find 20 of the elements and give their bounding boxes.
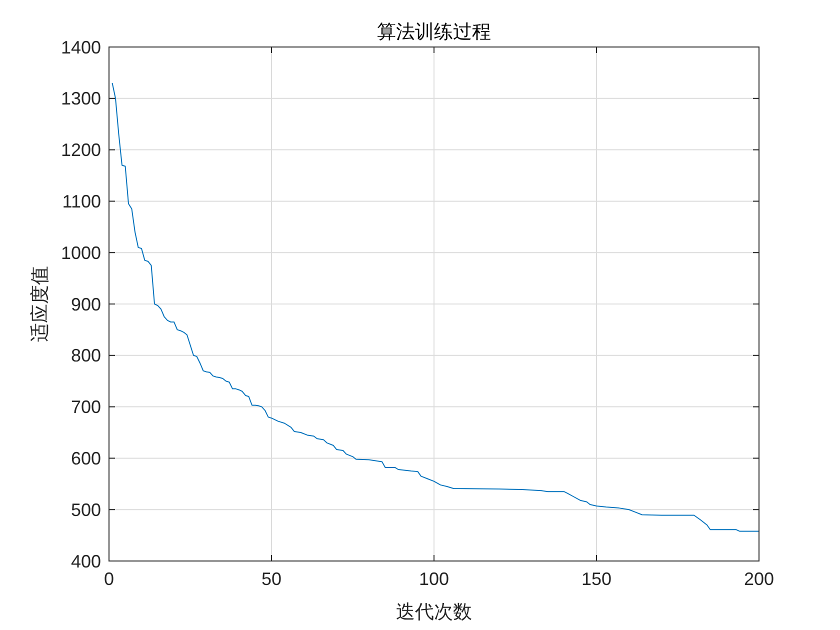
y-tick-label: 1100	[62, 192, 101, 212]
y-tick-label: 800	[70, 346, 101, 366]
y-tick-label: 1300	[60, 88, 101, 109]
y-axis-title: 适应度值	[29, 266, 51, 342]
y-tick-label: 900	[70, 294, 101, 314]
x-tick-label: 200	[744, 569, 774, 589]
y-tick-label: 1400	[60, 37, 101, 58]
line-series	[112, 82, 760, 532]
y-tick-label: 1200	[60, 140, 101, 160]
y-tick-label: 700	[70, 397, 101, 418]
y-tick-label: 400	[70, 551, 101, 572]
x-tick-label: 50	[261, 569, 282, 589]
chart-title: 算法训练过程	[377, 22, 491, 43]
x-tick-label: 100	[418, 569, 450, 589]
x-tick-label: 0	[104, 569, 114, 589]
y-tick-label: 600	[70, 448, 101, 468]
y-tick-label: 500	[70, 500, 101, 520]
x-axis-title: 迭代次数	[396, 602, 472, 623]
y-tick-label: 1000	[60, 242, 101, 263]
x-tick-label: 150	[581, 569, 612, 589]
